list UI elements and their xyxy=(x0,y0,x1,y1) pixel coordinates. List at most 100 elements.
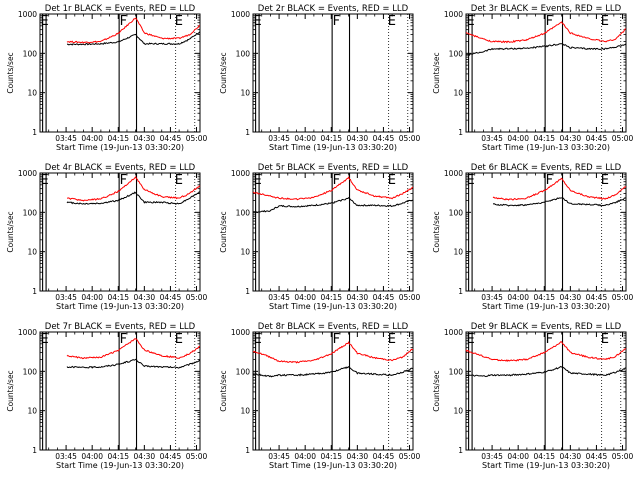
flag-label: E xyxy=(467,14,475,29)
y-tick-label: 100 xyxy=(236,208,251,217)
flag-label: F xyxy=(333,173,340,188)
x-tick-label: 04:30 xyxy=(134,293,156,302)
y-axis-label: Counts/sec xyxy=(219,211,228,252)
y-axis-label: Counts/sec xyxy=(432,52,441,93)
flag-label: E xyxy=(41,173,49,188)
series-line-events xyxy=(492,197,627,207)
panel-det-6: Det 6r BLACK = Events, RED = LLD 1 10 100 10… xyxy=(432,163,634,311)
x-tick-label: 04:00 xyxy=(81,452,103,461)
y-axis-label: Counts/sec xyxy=(432,370,441,411)
flag-label: F xyxy=(546,332,553,347)
y-tick-label: 1000 xyxy=(444,10,463,19)
x-tick-label: 04:45 xyxy=(586,293,608,302)
x-tick-label: 04:15 xyxy=(533,452,555,461)
series-line-lld xyxy=(66,338,201,360)
panel-det-1: Det 1r BLACK = Events, RED = LLD 1 10 100 10… xyxy=(6,4,208,152)
flag-label: E xyxy=(254,332,262,347)
y-tick-label: 1 xyxy=(32,446,37,455)
y-tick-label: 1 xyxy=(245,287,250,296)
x-tick-label: 04:30 xyxy=(347,293,369,302)
y-axis-label: Counts/sec xyxy=(219,52,228,93)
x-axis-label: Start Time (19-Jun-13 03:30:20) xyxy=(56,461,184,470)
x-tick-label: 04:00 xyxy=(507,134,529,143)
x-tick-label: 04:15 xyxy=(320,134,342,143)
flag-label: E xyxy=(601,14,609,29)
x-tick-label: 04:45 xyxy=(160,134,182,143)
flag-label: E xyxy=(388,332,396,347)
plot-frame xyxy=(252,331,414,451)
series-line-lld xyxy=(252,340,414,364)
x-tick-label: 04:15 xyxy=(533,134,555,143)
x-tick-label: 04:45 xyxy=(373,452,395,461)
x-tick-label: 05:00 xyxy=(612,452,634,461)
flag-label: F xyxy=(120,173,127,188)
flag-label: E xyxy=(467,332,475,347)
panel-det-9: Det 9r BLACK = Events, RED = LLD 1 10 100 10… xyxy=(432,322,634,470)
series-line-events xyxy=(66,191,201,205)
plot-frame xyxy=(39,331,201,451)
y-tick-label: 1 xyxy=(458,128,463,137)
x-tick-label: 03:45 xyxy=(481,134,503,143)
x-axis-label: Start Time (19-Jun-13 03:30:20) xyxy=(269,461,397,470)
y-axis-label: Counts/sec xyxy=(219,370,228,411)
x-tick-label: 04:30 xyxy=(134,452,156,461)
series-line-events xyxy=(66,31,201,46)
x-tick-label: 04:15 xyxy=(320,452,342,461)
x-tick-label: 04:00 xyxy=(507,293,529,302)
x-axis-label: Start Time (19-Jun-13 03:30:20) xyxy=(482,461,610,470)
y-axis-label: Counts/sec xyxy=(6,370,15,411)
panel-det-5: Det 5r BLACK = Events, RED = LLD 1 10 100 10… xyxy=(219,163,421,311)
y-tick-label: 1000 xyxy=(18,10,37,19)
x-tick-label: 04:45 xyxy=(373,293,395,302)
x-tick-label: 04:15 xyxy=(107,452,129,461)
x-tick-label: 04:00 xyxy=(294,293,316,302)
panel-det-7: Det 7r BLACK = Events, RED = LLD 1 10 100 10… xyxy=(6,322,208,470)
panel-title: Det 6r BLACK = Events, RED = LLD xyxy=(471,163,622,173)
x-tick-label: 04:00 xyxy=(81,134,103,143)
panel-det-2: Det 2r BLACK = Events, RED = LLD 1 10 100 10… xyxy=(219,4,421,152)
plot-frame xyxy=(39,172,201,292)
series-line-lld xyxy=(465,21,627,44)
flag-label: F xyxy=(333,332,340,347)
y-tick-label: 1000 xyxy=(444,328,463,337)
flag-label: E xyxy=(175,332,183,347)
panel-det-8: Det 8r BLACK = Events, RED = LLD 1 10 100 10… xyxy=(219,322,421,470)
y-tick-label: 10 xyxy=(240,248,250,257)
x-tick-label: 05:00 xyxy=(612,134,634,143)
x-tick-label: 04:30 xyxy=(347,452,369,461)
y-tick-label: 1 xyxy=(32,287,37,296)
panel-title: Det 4r BLACK = Events, RED = LLD xyxy=(45,163,196,173)
x-tick-label: 04:30 xyxy=(560,134,582,143)
x-tick-label: 05:00 xyxy=(399,134,421,143)
y-tick-label: 1000 xyxy=(18,328,37,337)
y-tick-label: 10 xyxy=(453,248,463,257)
flag-label: E xyxy=(467,173,475,188)
series-line-events xyxy=(465,365,626,378)
x-tick-label: 03:45 xyxy=(268,293,290,302)
flag-label: F xyxy=(120,14,127,29)
y-tick-label: 10 xyxy=(240,89,250,98)
panel-title: Det 5r BLACK = Events, RED = LLD xyxy=(258,163,409,173)
series-line-lld xyxy=(465,341,627,362)
x-axis-label: Start Time (19-Jun-13 03:30:20) xyxy=(56,302,184,311)
x-tick-label: 03:45 xyxy=(268,134,290,143)
x-tick-label: 05:00 xyxy=(612,293,634,302)
y-tick-label: 1 xyxy=(32,128,37,137)
y-tick-label: 100 xyxy=(236,367,251,376)
flag-label: E xyxy=(388,173,396,188)
x-tick-label: 04:45 xyxy=(586,134,608,143)
plot-frame xyxy=(465,172,627,292)
flag-label: E xyxy=(388,14,396,29)
series-line-lld xyxy=(252,175,414,201)
series-line-events xyxy=(66,358,201,369)
flag-label: E xyxy=(41,14,49,29)
x-tick-label: 03:45 xyxy=(55,293,77,302)
series-line-lld xyxy=(492,177,627,201)
flag-label: E xyxy=(254,173,262,188)
x-tick-label: 04:45 xyxy=(586,452,608,461)
x-tick-label: 04:45 xyxy=(160,293,182,302)
flag-label: E xyxy=(601,173,609,188)
x-tick-label: 04:45 xyxy=(160,452,182,461)
